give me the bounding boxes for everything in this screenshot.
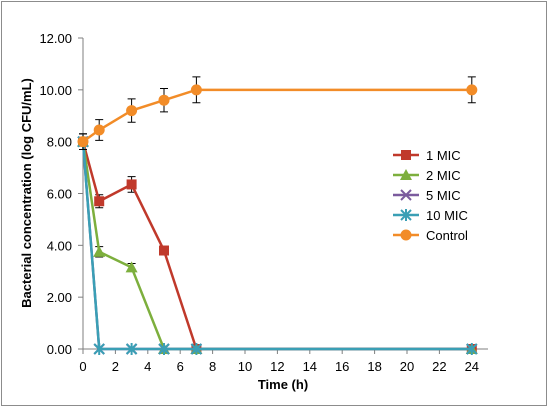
data-point: [93, 124, 105, 136]
x-tick-label: 24: [465, 359, 479, 374]
legend-marker: [400, 209, 412, 221]
legend-label: Control: [426, 228, 468, 243]
legend-label: 2 MIC: [426, 168, 461, 183]
x-tick-label: 20: [400, 359, 414, 374]
data-point: [190, 84, 202, 96]
legend-item-10-mic: 10 MIC: [393, 208, 468, 223]
data-point: [125, 343, 138, 355]
series-2-mic: [77, 133, 478, 354]
x-tick-label: 16: [335, 359, 349, 374]
y-tick-label: 8.00: [47, 135, 72, 150]
x-tick-label: 18: [367, 359, 381, 374]
x-axis-title: Time (h): [258, 377, 308, 392]
x-tick-label: 2: [112, 359, 119, 374]
y-tick-label: 12.00: [39, 31, 72, 46]
series-line: [81, 141, 472, 351]
legend-label: 10 MIC: [426, 208, 468, 223]
legend-marker: [400, 189, 412, 201]
x-tick-label: 10: [238, 359, 252, 374]
x-tick-label: 14: [303, 359, 317, 374]
data-point: [126, 179, 137, 190]
legend-marker: [400, 169, 412, 180]
y-tick-label: 2.00: [47, 290, 72, 305]
series-line: [81, 141, 472, 351]
data-point: [158, 94, 170, 106]
x-tick-label: 8: [209, 359, 216, 374]
x-tick-label: 22: [432, 359, 446, 374]
data-point: [466, 343, 478, 355]
data-point: [126, 105, 138, 117]
legend-label: 1 MIC: [426, 148, 461, 163]
legend: 1 MIC 2 MIC 5 MIC 10 MIC Control: [393, 148, 468, 243]
legend-marker: [400, 229, 412, 241]
data-point: [94, 196, 105, 207]
x-tick-label: 4: [144, 359, 151, 374]
x-tick-label: 6: [177, 359, 184, 374]
data-point: [93, 245, 106, 257]
series-line: [81, 141, 472, 351]
data-point: [159, 245, 169, 256]
y-axis-title: Bacterial concentration (log CFU/mL): [19, 78, 34, 308]
y-tick-label: 0.00: [47, 342, 72, 357]
y-tick-label: 6.00: [47, 187, 72, 202]
legend-item-1-mic: 1 MIC: [393, 148, 461, 163]
x-tick-label: 0: [79, 359, 86, 374]
legend-item-control: Control: [393, 228, 468, 243]
legend-item-5-mic: 5 MIC: [393, 188, 461, 203]
y-tick-label: 10.00: [39, 83, 72, 98]
series-line: [82, 88, 472, 143]
legend-label: 5 MIC: [426, 188, 461, 203]
data-point: [125, 261, 138, 273]
data-point: [93, 343, 105, 355]
data-point: [77, 136, 89, 148]
series-1-mic: [78, 133, 477, 354]
data-point: [190, 343, 203, 355]
legend-item-2-mic: 2 MIC: [393, 168, 461, 183]
series-5-mic: [77, 135, 478, 355]
y-tick-label: 4.00: [47, 238, 72, 253]
data-point: [158, 343, 170, 355]
data-point: [466, 84, 478, 96]
series-control: [77, 76, 478, 150]
series-10-mic: [77, 135, 478, 355]
x-tick-label: 12: [270, 359, 284, 374]
legend-marker: [401, 150, 411, 160]
series-line: [81, 141, 472, 351]
